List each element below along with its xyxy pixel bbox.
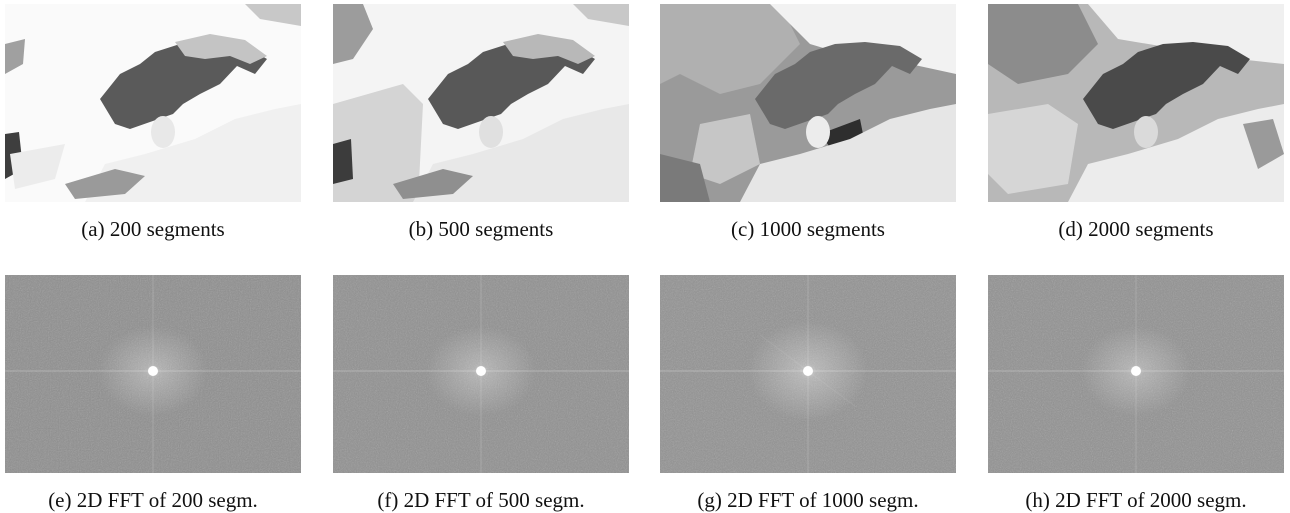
fft-image-1000 [660,275,956,473]
segmentation-image-200 [5,4,301,202]
caption-g: (g) 2D FFT of 1000 segm. [697,488,919,512]
segmentation-image-500 [333,4,629,202]
segmentation-image-1000 [660,4,956,202]
caption-b: (b) 500 segments [408,217,554,241]
caption-e: (e) 2D FFT of 200 segm. [48,488,258,512]
caption-d: (d) 2000 segments [1058,217,1214,241]
caption-f: (f) 2D FFT of 500 segm. [377,488,585,512]
caption-a: (a) 200 segments [81,217,225,241]
caption-c: (c) 1000 segments [731,217,885,241]
fft-image-200 [5,275,301,473]
caption-h: (h) 2D FFT of 2000 segm. [1025,488,1247,512]
fft-image-500 [333,275,629,473]
segmentation-image-2000 [988,4,1284,202]
fft-image-2000 [988,275,1284,473]
